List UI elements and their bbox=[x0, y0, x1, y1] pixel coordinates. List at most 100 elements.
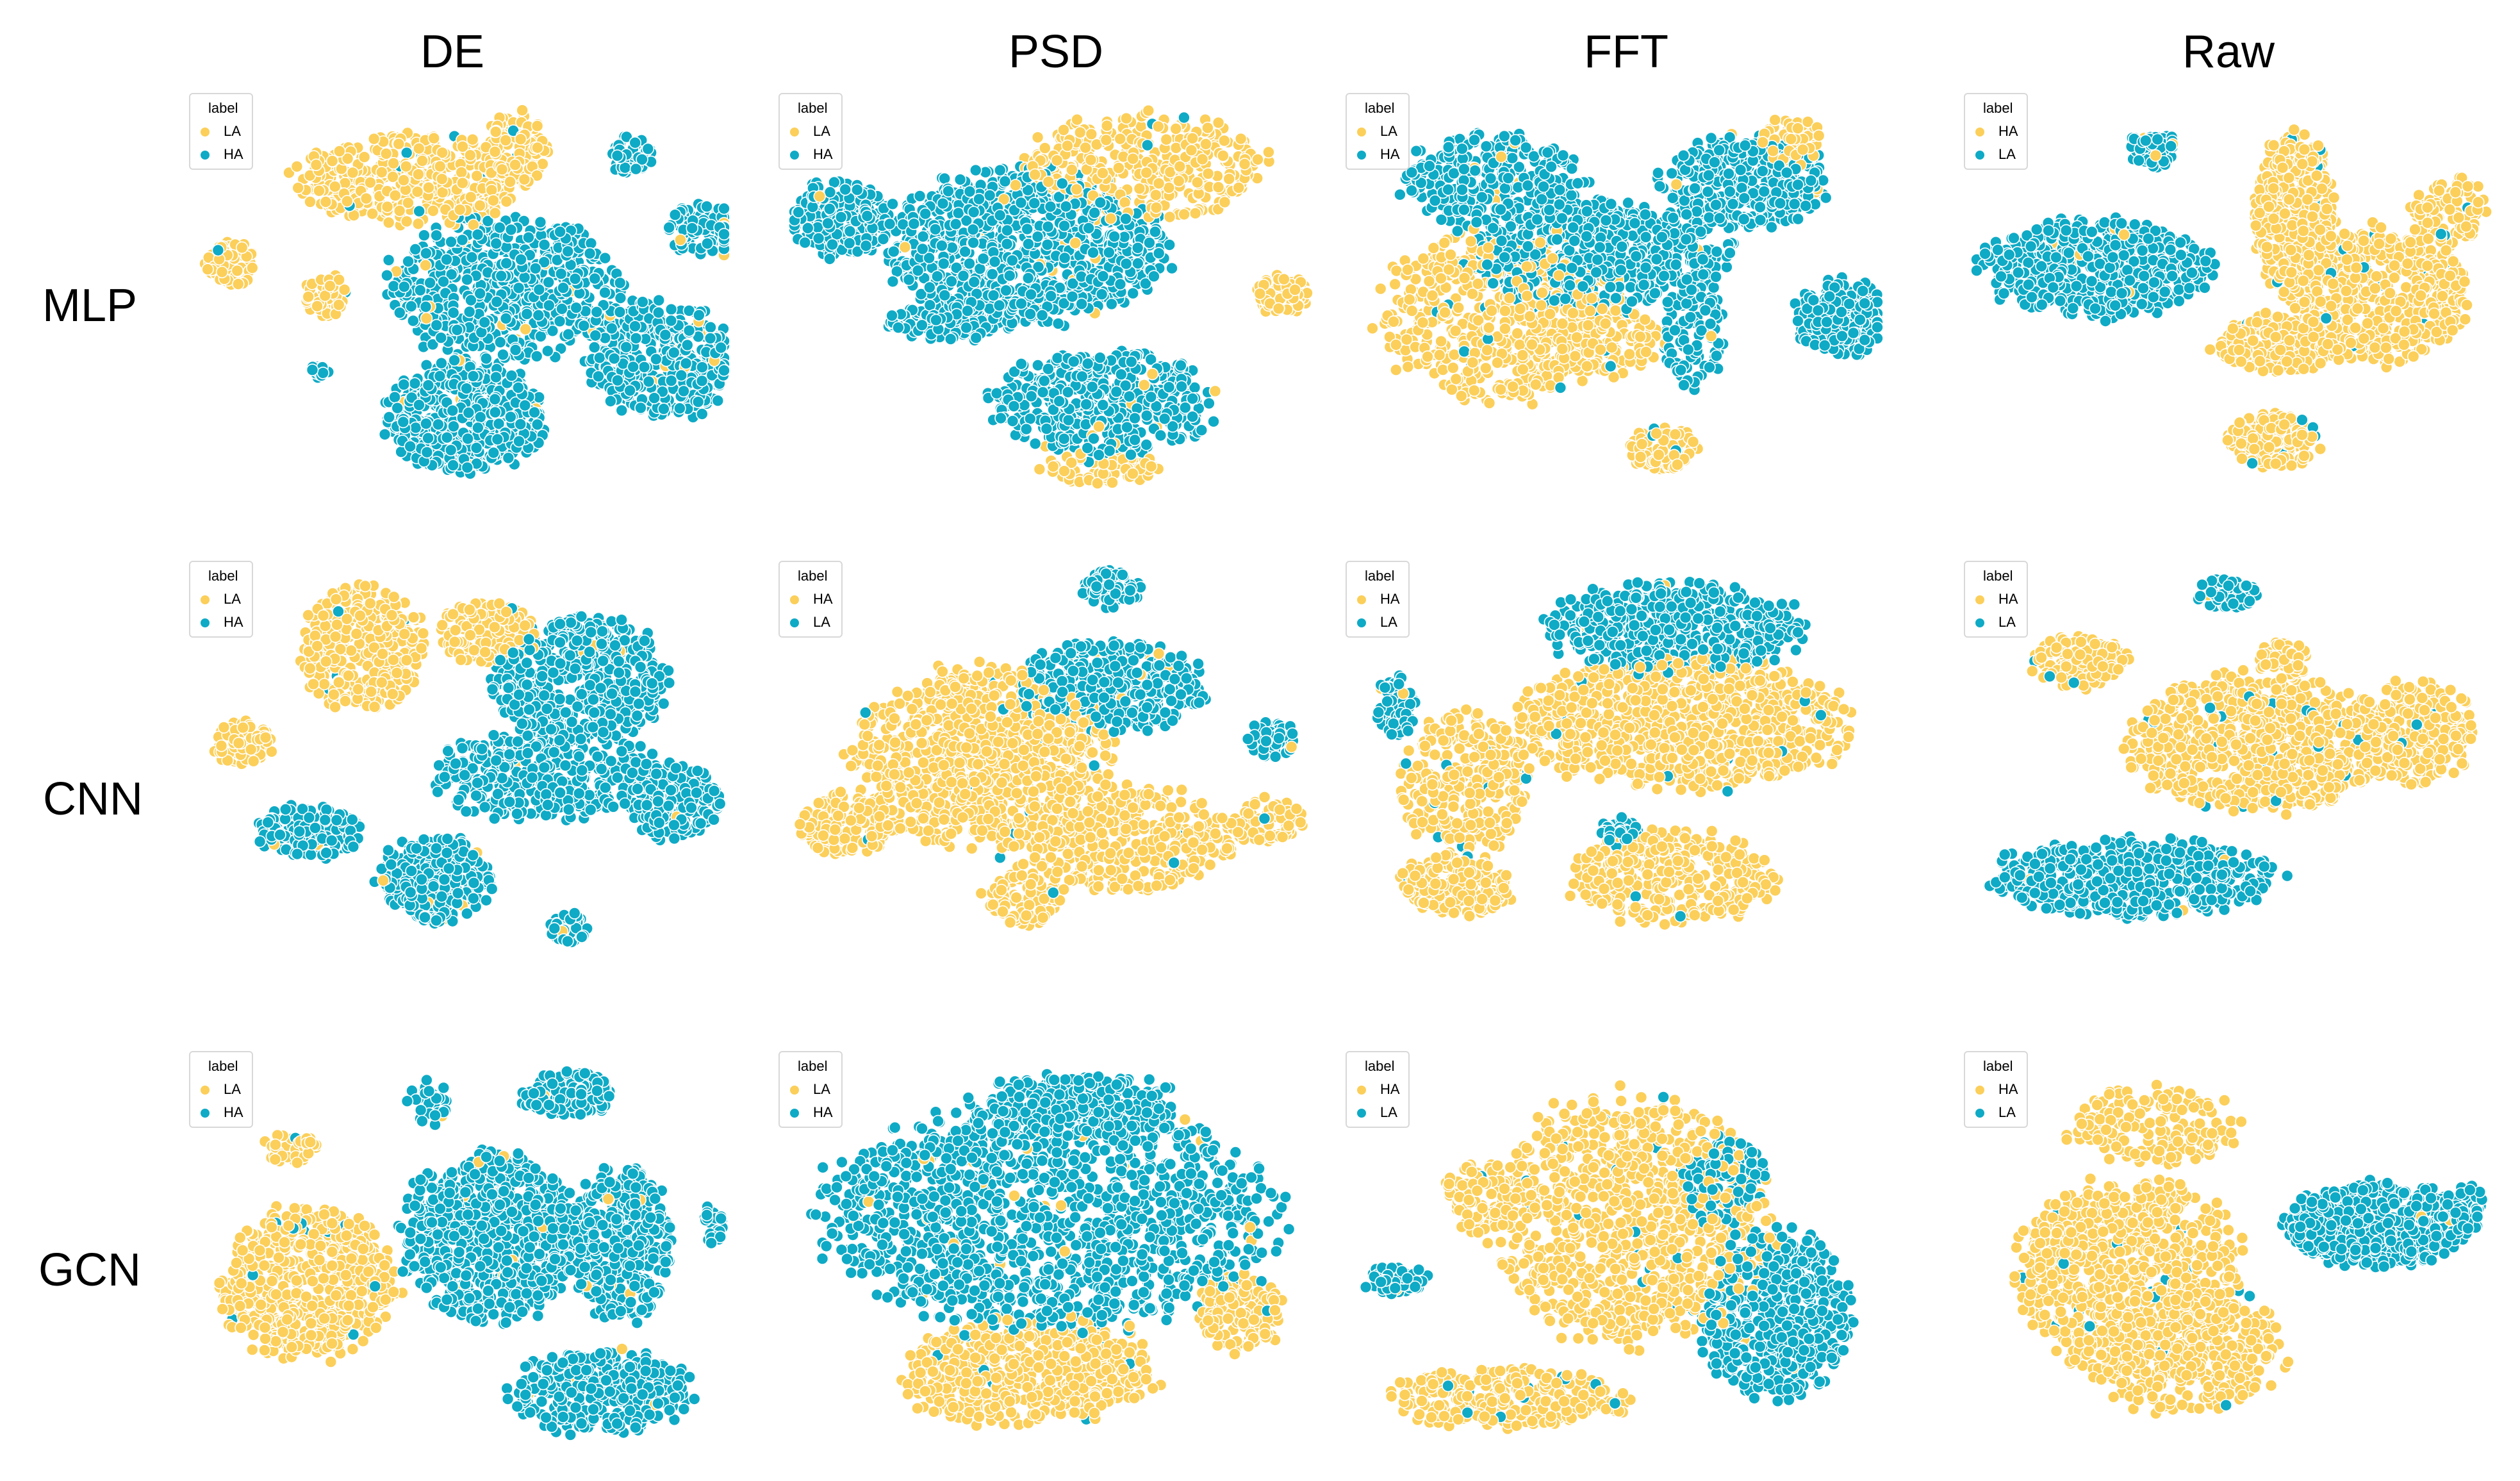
point-ha bbox=[570, 301, 583, 315]
point-la bbox=[1217, 149, 1230, 162]
point-la bbox=[1199, 138, 1212, 151]
point-ha bbox=[532, 309, 545, 322]
point-ha bbox=[461, 461, 474, 474]
point-la bbox=[1071, 113, 1083, 126]
point-ha bbox=[512, 381, 525, 394]
point-ha bbox=[957, 269, 970, 283]
point-ha bbox=[611, 149, 624, 162]
point-ha bbox=[931, 270, 944, 283]
point-la bbox=[1149, 201, 1163, 214]
point-ha bbox=[478, 316, 491, 329]
point-la bbox=[332, 298, 345, 311]
point-ha bbox=[877, 233, 890, 245]
point-ha bbox=[960, 321, 973, 335]
point-ha bbox=[714, 341, 727, 354]
point-la bbox=[358, 151, 371, 163]
point-ha bbox=[1124, 355, 1138, 368]
point-ha bbox=[505, 369, 518, 383]
point-la bbox=[1120, 112, 1133, 125]
point-la bbox=[309, 158, 323, 172]
point-ha bbox=[892, 321, 905, 335]
point-la bbox=[1278, 272, 1290, 286]
point-la bbox=[381, 200, 394, 213]
point-la bbox=[1160, 133, 1173, 146]
point-ha bbox=[1152, 247, 1165, 260]
point-ha bbox=[542, 299, 556, 312]
point-ha bbox=[1057, 432, 1071, 445]
point-ha bbox=[1061, 386, 1075, 399]
point-la bbox=[231, 264, 244, 277]
point-ha bbox=[1186, 410, 1199, 424]
point-ha bbox=[557, 281, 570, 295]
point-la bbox=[292, 181, 305, 195]
point-ha bbox=[534, 215, 547, 229]
point-la bbox=[470, 169, 484, 183]
point-ha bbox=[823, 203, 836, 215]
point-ha bbox=[515, 253, 527, 266]
point-la bbox=[1133, 182, 1146, 195]
point-ha bbox=[634, 401, 647, 415]
point-ha bbox=[1024, 412, 1037, 426]
point-ha bbox=[430, 319, 443, 332]
point-ha bbox=[1035, 309, 1049, 322]
point-ha bbox=[967, 206, 980, 219]
point-ha bbox=[944, 333, 957, 345]
point-ha bbox=[607, 352, 621, 365]
point-la bbox=[1212, 181, 1225, 194]
point-ha bbox=[679, 357, 693, 370]
point-ha bbox=[553, 315, 566, 328]
point-la bbox=[359, 192, 373, 205]
point-la bbox=[1033, 463, 1046, 476]
point-ha bbox=[629, 331, 643, 345]
point-la bbox=[1092, 420, 1105, 433]
point-la bbox=[433, 160, 447, 173]
point-ha bbox=[718, 228, 730, 241]
point-ha bbox=[968, 276, 981, 288]
point-ha bbox=[1103, 444, 1116, 458]
point-ha bbox=[474, 411, 487, 424]
point-ha bbox=[973, 192, 985, 206]
point-ha bbox=[460, 382, 473, 395]
point-la bbox=[488, 145, 502, 158]
point-la bbox=[1163, 210, 1176, 224]
point-ha bbox=[447, 306, 460, 319]
point-ha bbox=[402, 255, 415, 268]
point-ha bbox=[446, 404, 459, 417]
point-ha bbox=[1015, 357, 1028, 370]
point-ha bbox=[935, 239, 948, 252]
point-la bbox=[466, 133, 479, 146]
point-ha bbox=[641, 142, 655, 156]
point-la bbox=[1084, 153, 1098, 167]
point-ha bbox=[538, 238, 551, 251]
point-ha bbox=[1051, 317, 1065, 330]
point-ha bbox=[1144, 390, 1158, 404]
point-la bbox=[304, 195, 317, 208]
point-ha bbox=[673, 402, 686, 415]
point-ha bbox=[718, 202, 730, 215]
point-ha bbox=[902, 273, 916, 286]
point-ha bbox=[317, 367, 330, 379]
point-la bbox=[1173, 174, 1185, 188]
point-ha bbox=[942, 185, 955, 198]
point-ha bbox=[994, 163, 1007, 177]
point-ha bbox=[413, 204, 426, 218]
point-ha bbox=[657, 402, 670, 415]
point-ha bbox=[1001, 224, 1014, 237]
point-ha bbox=[994, 411, 1007, 425]
point-ha bbox=[1143, 236, 1156, 249]
point-ha bbox=[650, 352, 663, 366]
point-la bbox=[1201, 167, 1215, 180]
point-ha bbox=[1094, 196, 1107, 209]
point-ha bbox=[502, 451, 515, 465]
point-ha bbox=[444, 443, 457, 457]
point-ha bbox=[397, 378, 411, 391]
point-ha bbox=[493, 221, 506, 235]
point-ha bbox=[433, 370, 447, 383]
point-la bbox=[1388, 277, 1401, 291]
point-ha bbox=[843, 236, 856, 250]
point-la bbox=[1104, 212, 1117, 225]
point-ha bbox=[488, 393, 502, 406]
point-ha bbox=[1025, 390, 1038, 403]
point-ha bbox=[588, 341, 601, 354]
